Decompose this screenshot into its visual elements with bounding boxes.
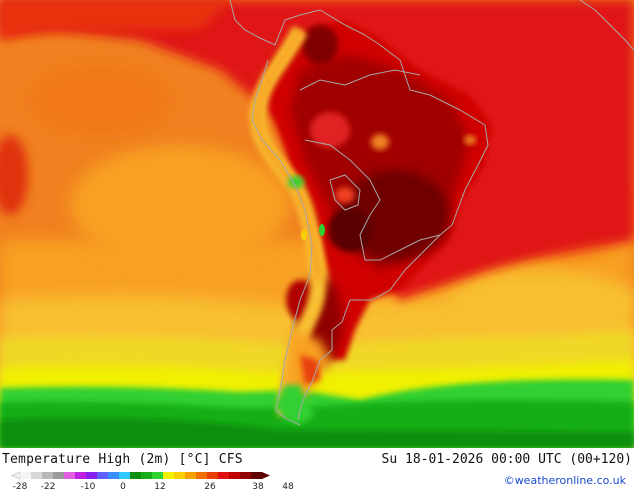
legend-swatch bbox=[119, 472, 130, 479]
legend-swatch bbox=[20, 472, 31, 479]
legend-tick-label: 48 bbox=[282, 482, 294, 490]
legend-tick-label: -10 bbox=[81, 482, 96, 490]
coastlines bbox=[229, 0, 634, 426]
legend-arrow-right bbox=[262, 472, 270, 479]
legend-swatch bbox=[218, 472, 229, 479]
legend-swatch bbox=[97, 472, 108, 479]
color-scale-legend: -28 -22 -10 0 12 26 38 48 bbox=[10, 471, 294, 490]
legend-swatch bbox=[240, 472, 251, 479]
temperature-map bbox=[0, 0, 634, 448]
legend-swatch bbox=[42, 472, 53, 479]
legend-swatch bbox=[141, 472, 152, 479]
legend-swatch bbox=[207, 472, 218, 479]
legend-tick-label: 12 bbox=[154, 482, 165, 490]
legend-swatch bbox=[152, 472, 163, 479]
credit-link[interactable]: ©weatheronline.co.uk bbox=[503, 474, 626, 487]
legend-swatch bbox=[196, 472, 207, 479]
legend-swatch bbox=[251, 472, 262, 479]
map-title: Temperature High (2m) [°C] CFS bbox=[2, 452, 243, 467]
legend-swatch bbox=[163, 472, 174, 479]
legend-swatch bbox=[64, 472, 75, 479]
legend-swatch bbox=[174, 472, 185, 479]
temperature-field bbox=[0, 0, 634, 448]
legend-swatch bbox=[229, 472, 240, 479]
legend-tick-label: 38 bbox=[252, 482, 264, 490]
legend-tick-label: -28 bbox=[13, 482, 28, 490]
map-footer: Temperature High (2m) [°C] CFS Su 18-01-… bbox=[0, 448, 634, 490]
legend-swatch bbox=[86, 472, 97, 479]
legend-arrow-left bbox=[10, 471, 21, 480]
legend-tick-label: 0 bbox=[120, 482, 126, 490]
legend-swatch bbox=[75, 472, 86, 479]
legend-tick-label: -22 bbox=[41, 482, 56, 490]
forecast-datetime: Su 18-01-2026 00:00 UTC (00+120) bbox=[381, 452, 632, 467]
legend-swatch bbox=[108, 472, 119, 479]
legend-tick-label: 26 bbox=[204, 482, 216, 490]
legend-swatch bbox=[185, 472, 196, 479]
legend-swatch bbox=[31, 472, 42, 479]
legend-swatch bbox=[53, 472, 64, 479]
legend-swatch bbox=[130, 472, 141, 479]
